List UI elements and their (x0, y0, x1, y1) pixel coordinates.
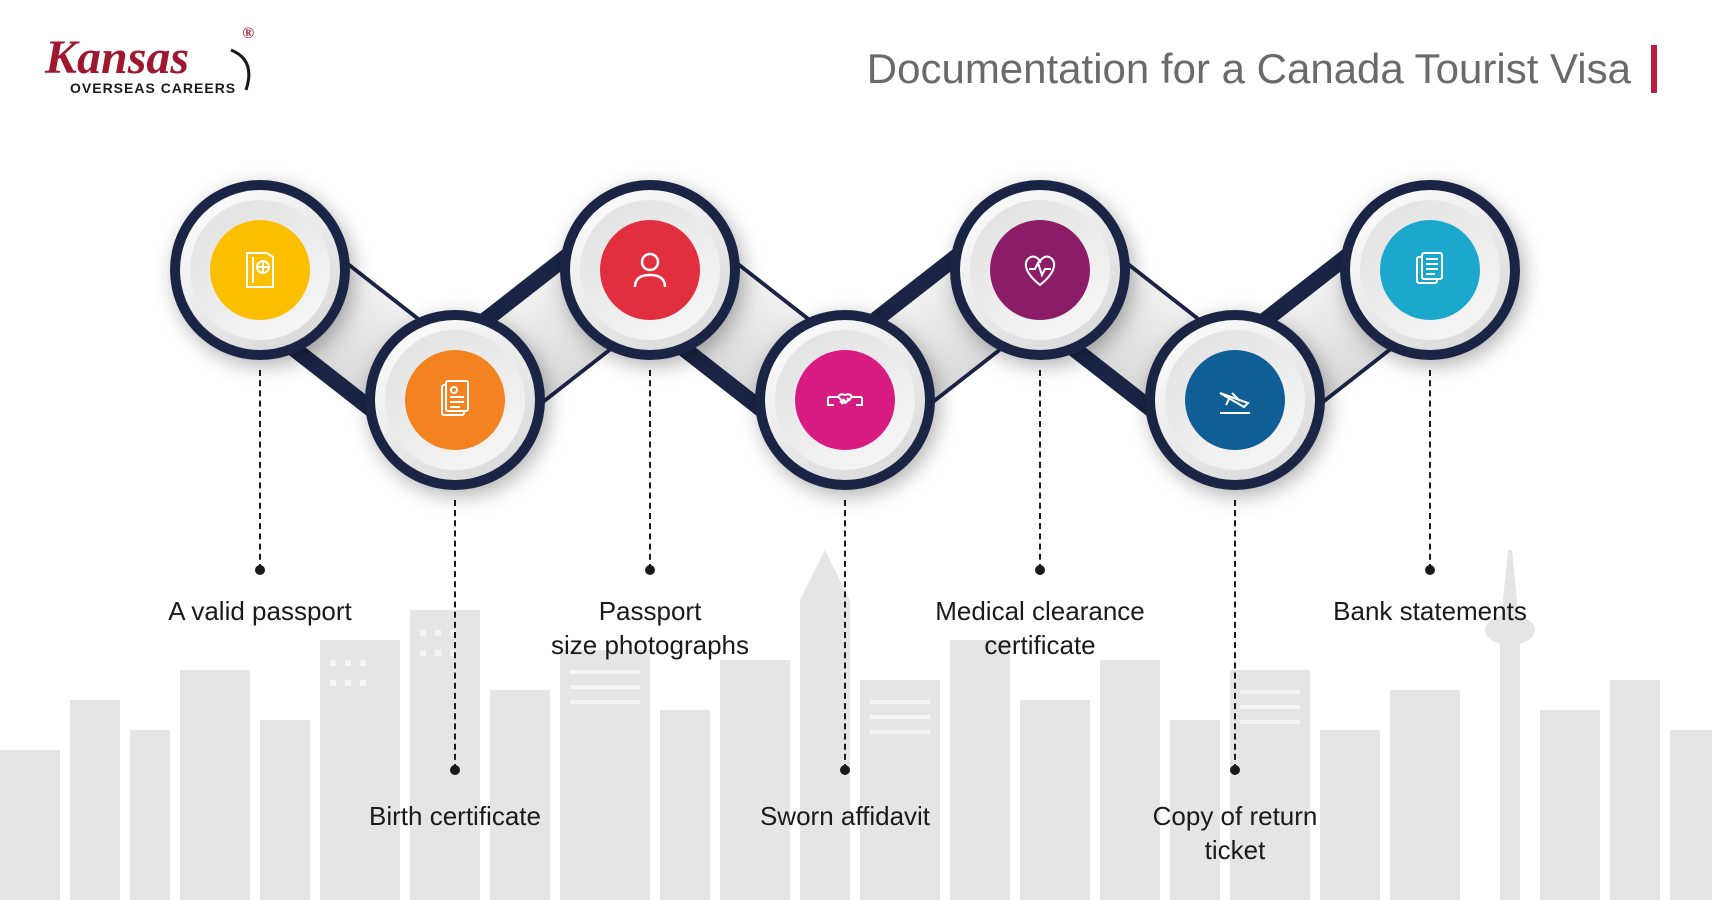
label-affidavit: Sworn affidavit (730, 800, 960, 834)
documents-icon (1380, 220, 1480, 320)
drop-line (844, 500, 846, 770)
label-medical: Medical clearancecertificate (910, 595, 1170, 663)
certificate-icon (405, 350, 505, 450)
node-ticket (1145, 310, 1325, 490)
node-birth (365, 310, 545, 490)
label-bank: Bank statements (1310, 595, 1550, 629)
drop-line (649, 370, 651, 570)
plane-icon (1185, 350, 1285, 450)
drop-line (454, 500, 456, 770)
logo-main: Kansas ® (45, 30, 236, 85)
logo-registered: ® (242, 25, 254, 43)
node-bank (1340, 180, 1520, 360)
logo: Kansas ® OVERSEAS CAREERS (45, 30, 236, 96)
drop-line (1429, 370, 1431, 570)
passport-icon (210, 220, 310, 320)
node-photo (560, 180, 740, 360)
logo-swoosh-icon (226, 45, 266, 95)
title-accent (1651, 45, 1657, 93)
label-photo: Passportsize photographs (525, 595, 775, 663)
person-icon (600, 220, 700, 320)
drop-line (259, 370, 261, 570)
page-title: Documentation for a Canada Tourist Visa (867, 45, 1631, 93)
node-passport (170, 180, 350, 360)
page-title-bar: Documentation for a Canada Tourist Visa (867, 45, 1657, 93)
node-medical (950, 180, 1130, 360)
infographic-chain (170, 180, 1540, 500)
drop-line (1039, 370, 1041, 570)
node-affidavit (755, 310, 935, 490)
label-birth: Birth certificate (340, 800, 570, 834)
label-ticket: Copy of returnticket (1120, 800, 1350, 868)
heart-icon (990, 220, 1090, 320)
drop-line (1234, 500, 1236, 770)
logo-text: Kansas (45, 31, 189, 84)
label-passport: A valid passport (150, 595, 370, 629)
handshake-icon (795, 350, 895, 450)
